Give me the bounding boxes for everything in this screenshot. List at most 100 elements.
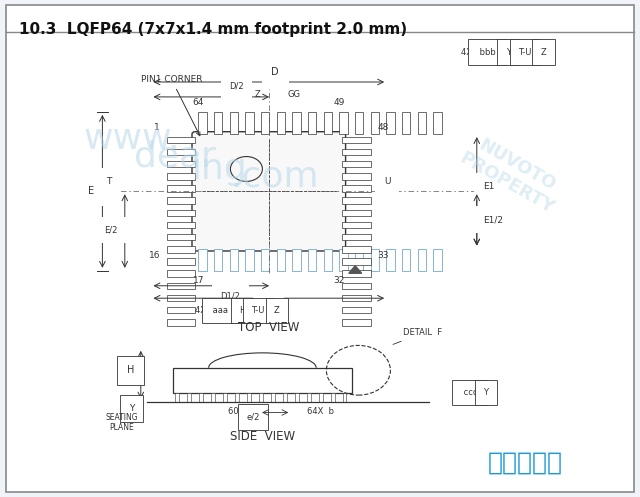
Text: D/2: D/2	[230, 82, 244, 91]
Text: www.: www.	[83, 122, 180, 156]
Text: dear: dear	[134, 140, 216, 173]
Bar	[295, 393, 299, 402]
Text: Y: Y	[506, 48, 511, 57]
Bar	[166, 283, 195, 289]
Bar	[166, 319, 195, 326]
Text: DETAIL  F: DETAIL F	[393, 329, 442, 344]
Text: E1: E1	[483, 182, 495, 191]
Text: U: U	[384, 177, 390, 186]
Bar	[308, 112, 316, 134]
Bar	[307, 393, 310, 402]
FancyBboxPatch shape	[6, 5, 634, 492]
Bar	[166, 270, 195, 277]
Bar	[261, 112, 269, 134]
FancyBboxPatch shape	[192, 132, 346, 251]
Bar	[188, 393, 191, 402]
Text: 16: 16	[148, 251, 160, 260]
Text: D: D	[271, 67, 279, 77]
Bar	[324, 112, 332, 134]
Text: 64X  b: 64X b	[307, 407, 334, 415]
Bar	[331, 393, 335, 402]
Bar	[166, 149, 195, 155]
Text: Y: Y	[483, 388, 488, 397]
Text: E: E	[88, 186, 94, 196]
Bar	[342, 295, 371, 301]
Text: GG: GG	[288, 90, 301, 99]
Text: 10.3  LQFP64 (7x7x1.4 mm footprint 2.0 mm): 10.3 LQFP64 (7x7x1.4 mm footprint 2.0 mm…	[19, 22, 407, 37]
Text: 17: 17	[193, 276, 204, 285]
Bar	[245, 112, 253, 134]
Text: 64: 64	[193, 98, 204, 107]
Bar	[175, 393, 179, 402]
Bar	[342, 307, 371, 314]
Bar	[387, 248, 395, 271]
Bar	[342, 222, 371, 228]
Text: bbb: bbb	[477, 48, 498, 57]
Text: Y: Y	[129, 404, 134, 413]
Bar	[342, 197, 371, 204]
Text: E/2: E/2	[104, 225, 117, 235]
Bar	[166, 295, 195, 301]
Bar	[342, 210, 371, 216]
Text: 4X: 4X	[195, 306, 209, 315]
Bar	[292, 112, 301, 134]
Bar	[199, 393, 203, 402]
Text: ing: ing	[192, 152, 248, 186]
Bar	[166, 197, 195, 204]
Bar	[342, 393, 346, 402]
Text: NUVOTO
PROPERTY: NUVOTO PROPERTY	[456, 131, 568, 217]
Bar	[166, 185, 195, 192]
Text: SEATING
PLANE: SEATING PLANE	[106, 413, 138, 432]
Bar	[276, 248, 285, 271]
Bar	[418, 112, 426, 134]
Text: aaa: aaa	[210, 306, 230, 315]
Bar	[214, 248, 222, 271]
Text: 4X: 4X	[461, 48, 474, 57]
Bar	[342, 319, 371, 326]
Text: SIDE  VIEW: SIDE VIEW	[230, 430, 295, 443]
Text: Z: Z	[255, 90, 260, 99]
Bar	[166, 210, 195, 216]
Text: D1/2: D1/2	[220, 292, 241, 301]
Bar	[402, 112, 410, 134]
Bar	[371, 248, 379, 271]
Bar	[211, 393, 215, 402]
Bar	[355, 112, 364, 134]
Bar	[198, 248, 207, 271]
Bar	[339, 112, 348, 134]
Text: ccc: ccc	[461, 388, 480, 397]
Bar	[402, 248, 410, 271]
Bar	[342, 149, 371, 155]
Bar	[166, 173, 195, 179]
Bar	[342, 270, 371, 277]
Text: 49: 49	[333, 98, 345, 107]
Bar	[276, 112, 285, 134]
Text: .com: .com	[230, 160, 319, 193]
Bar	[342, 137, 371, 143]
Text: D1: D1	[262, 304, 275, 313]
Bar	[166, 246, 195, 252]
Bar	[342, 185, 371, 192]
Bar	[166, 307, 195, 314]
Bar	[433, 112, 442, 134]
Bar	[166, 222, 195, 228]
Bar	[355, 248, 364, 271]
Bar	[198, 112, 207, 134]
Bar	[324, 248, 332, 271]
Bar	[230, 112, 238, 134]
Bar	[418, 248, 426, 271]
Bar	[259, 393, 263, 402]
Text: E1/2: E1/2	[483, 215, 503, 225]
Bar	[166, 161, 195, 167]
Bar	[235, 393, 239, 402]
Bar	[319, 393, 323, 402]
Text: e/2: e/2	[246, 413, 259, 421]
Bar	[342, 246, 371, 252]
Bar	[173, 368, 352, 393]
Bar	[261, 248, 269, 271]
Bar	[166, 234, 195, 241]
Bar	[342, 234, 371, 241]
Bar	[342, 161, 371, 167]
Text: 1: 1	[154, 123, 160, 132]
Bar	[166, 258, 195, 265]
